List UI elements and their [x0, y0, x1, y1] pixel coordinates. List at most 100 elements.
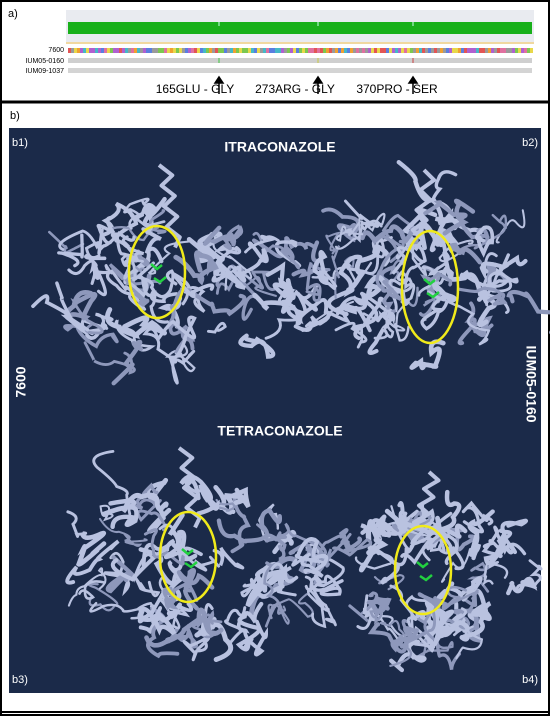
- residue: [329, 48, 332, 53]
- residue: [128, 48, 131, 53]
- residue: [455, 48, 458, 53]
- residue: [164, 48, 167, 53]
- residue: [494, 48, 497, 53]
- residue: [377, 48, 380, 53]
- residue: [419, 48, 422, 53]
- residue: [515, 48, 518, 53]
- residue: [98, 48, 101, 53]
- residue: [332, 48, 335, 53]
- residue: [122, 48, 125, 53]
- residue: [320, 48, 323, 53]
- residue: [272, 48, 275, 53]
- residue: [386, 48, 389, 53]
- residue: [275, 48, 278, 53]
- residue: [218, 48, 221, 53]
- residue: [209, 48, 212, 53]
- strain-label: IUM05-0160: [523, 345, 539, 422]
- residue: [356, 48, 359, 53]
- residue: [119, 48, 122, 53]
- residue: [422, 48, 425, 53]
- residue: [113, 48, 116, 53]
- residue: [257, 48, 260, 53]
- subpanel-label: b3): [12, 674, 28, 686]
- mutation-label: 273ARG - GLY: [255, 82, 335, 96]
- subpanel-label: b4): [522, 674, 538, 686]
- residue: [197, 48, 200, 53]
- residue: [203, 48, 206, 53]
- residue: [476, 48, 479, 53]
- residue: [383, 48, 386, 53]
- residue: [302, 48, 305, 53]
- residue: [317, 48, 320, 53]
- residue: [353, 48, 356, 53]
- residue: [380, 48, 383, 53]
- residue: [110, 48, 113, 53]
- residue: [131, 48, 134, 53]
- residue: [215, 48, 218, 53]
- residue: [245, 48, 248, 53]
- residue: [173, 48, 176, 53]
- residue: [407, 48, 410, 53]
- residue: [143, 48, 146, 53]
- residue: [254, 48, 257, 53]
- drug-title: TETRACONAZOLE: [217, 423, 342, 439]
- residue: [350, 48, 353, 53]
- mutation-label: 165GLU - GLY: [156, 82, 234, 96]
- track-label: IUM05-0160: [25, 58, 64, 65]
- residue: [314, 48, 317, 53]
- residue: [299, 48, 302, 53]
- sequence-track: [68, 48, 533, 53]
- residue: [368, 48, 371, 53]
- residue: [83, 48, 86, 53]
- residue: [134, 48, 137, 53]
- residue: [281, 48, 284, 53]
- residue: [395, 48, 398, 53]
- residue: [398, 48, 401, 53]
- residue: [200, 48, 203, 53]
- residue: [284, 48, 287, 53]
- residue: [359, 48, 362, 53]
- residue: [488, 48, 491, 53]
- residue: [341, 48, 344, 53]
- residue: [185, 48, 188, 53]
- residue: [155, 48, 158, 53]
- residue: [440, 48, 443, 53]
- sequence-track: [68, 68, 532, 73]
- residue: [338, 48, 341, 53]
- residue: [362, 48, 365, 53]
- residue: [431, 48, 434, 53]
- residue: [152, 48, 155, 53]
- residue: [188, 48, 191, 53]
- residue: [347, 48, 350, 53]
- residue: [458, 48, 461, 53]
- residue: [413, 48, 416, 53]
- residue: [449, 48, 452, 53]
- residue: [506, 48, 509, 53]
- residue: [473, 48, 476, 53]
- mutation-label: 370PRO - SER: [356, 82, 438, 96]
- variant: [317, 58, 319, 63]
- drug-title: ITRACONAZOLE: [224, 139, 335, 155]
- residue: [344, 48, 347, 53]
- residue: [224, 48, 227, 53]
- residue: [497, 48, 500, 53]
- residue: [167, 48, 170, 53]
- residue: [221, 48, 224, 53]
- residue: [260, 48, 263, 53]
- residue: [158, 48, 161, 53]
- residue: [86, 48, 89, 53]
- residue: [77, 48, 80, 53]
- residue: [95, 48, 98, 53]
- residue: [101, 48, 104, 53]
- residue: [170, 48, 173, 53]
- track-label: 7600: [48, 47, 64, 54]
- residue: [500, 48, 503, 53]
- residue: [71, 48, 74, 53]
- residue: [470, 48, 473, 53]
- residue: [239, 48, 242, 53]
- residue: [323, 48, 326, 53]
- residue: [518, 48, 521, 53]
- panel-label: b): [10, 110, 20, 122]
